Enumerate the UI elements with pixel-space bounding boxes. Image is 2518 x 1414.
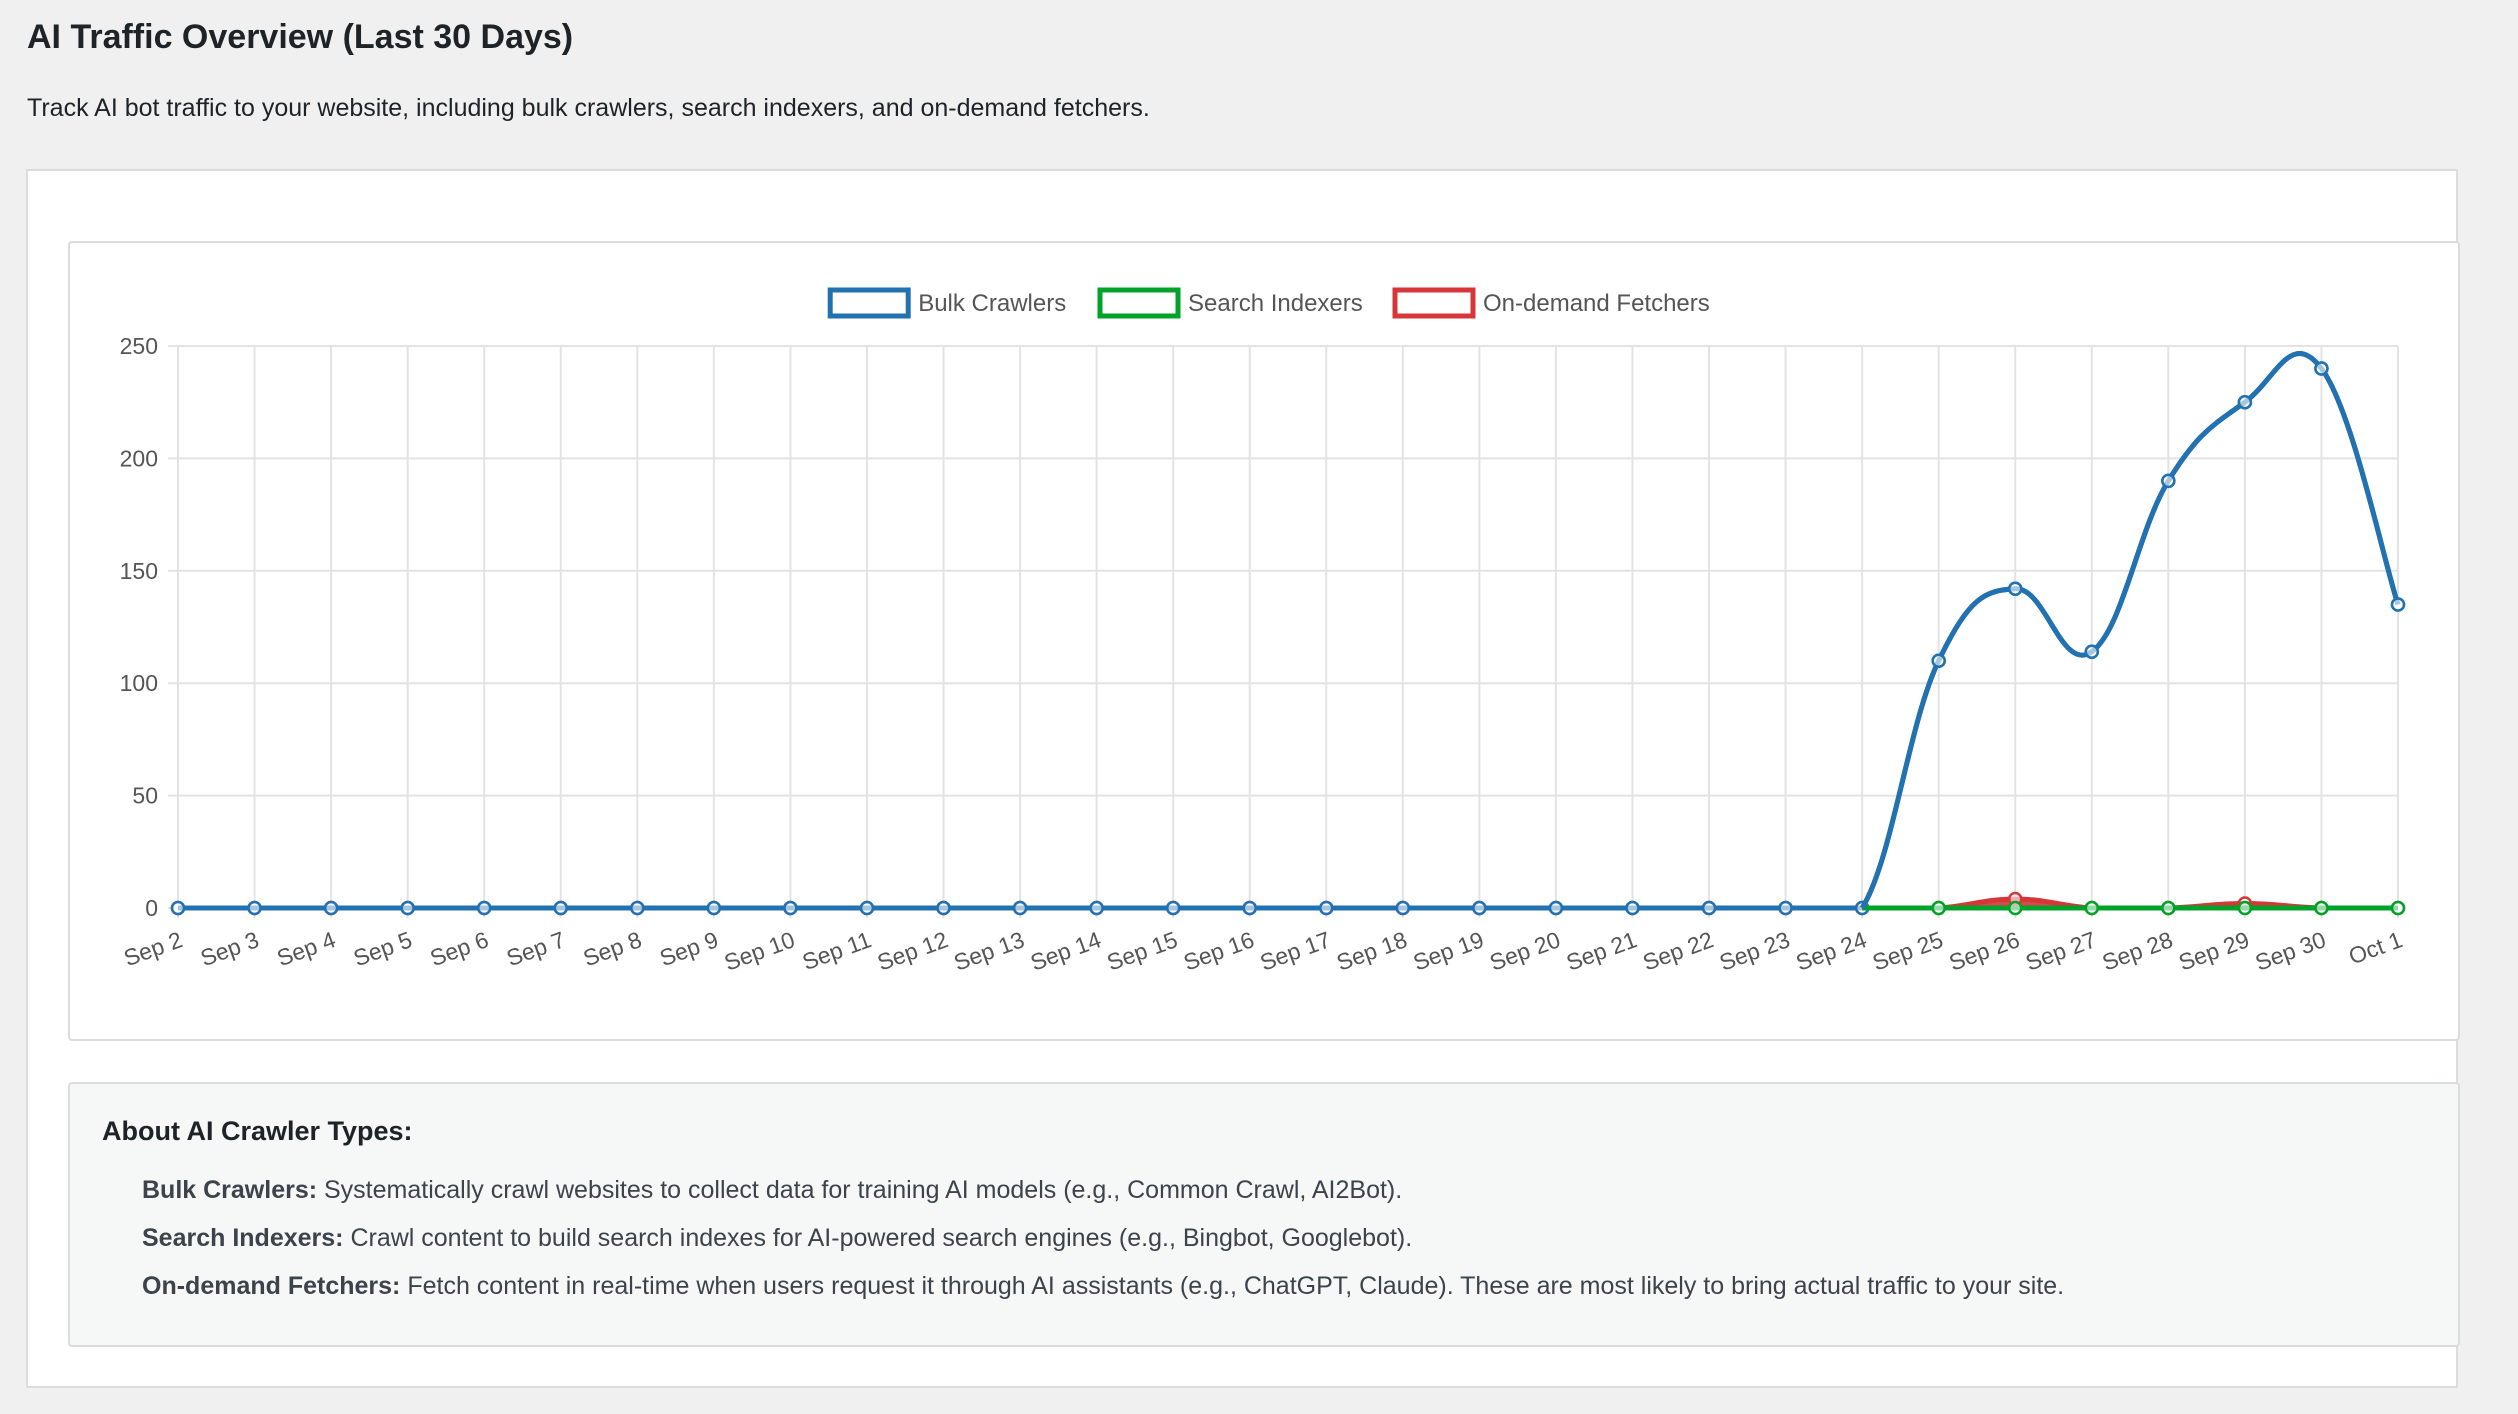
data-point bbox=[1319, 900, 1334, 916]
x-tick-label: Sep 28 bbox=[2099, 926, 2176, 975]
x-tick-label: Sep 10 bbox=[721, 926, 798, 975]
data-point bbox=[936, 900, 951, 916]
legend-swatch bbox=[1392, 287, 1476, 319]
y-tick-label: 150 bbox=[120, 558, 158, 584]
legend-swatch bbox=[1097, 287, 1181, 319]
page-title: AI Traffic Overview (Last 30 Days) bbox=[27, 18, 574, 56]
info-item-bulk-crawlers: Bulk Crawlers: Systematically crawl webs… bbox=[142, 1176, 1402, 1205]
x-tick-label: Sep 27 bbox=[2022, 926, 2099, 975]
series-line bbox=[178, 351, 2401, 911]
data-point bbox=[247, 900, 262, 916]
x-tick-label: Oct 1 bbox=[2345, 926, 2406, 969]
x-tick-label: Sep 23 bbox=[1716, 926, 1793, 975]
crawler-types-info: About AI Crawler Types: Bulk Crawlers: S… bbox=[68, 1082, 2460, 1347]
x-tick-label: Sep 11 bbox=[799, 926, 875, 975]
data-point bbox=[783, 900, 798, 916]
data-point bbox=[170, 900, 186, 916]
data-point bbox=[1395, 900, 1411, 916]
x-tick-label: Sep 20 bbox=[1486, 926, 1563, 975]
data-point bbox=[2161, 473, 2176, 489]
data-point bbox=[2007, 581, 2023, 597]
x-tick-label: Sep 16 bbox=[1180, 926, 1257, 975]
info-term: Bulk Crawlers: bbox=[142, 1176, 318, 1204]
x-tick-label: Sep 6 bbox=[427, 926, 492, 971]
data-point bbox=[2161, 900, 2176, 916]
info-text: Fetch content in real-time when users re… bbox=[400, 1272, 2065, 1300]
x-tick-label: Sep 12 bbox=[874, 926, 951, 975]
data-point bbox=[2084, 900, 2100, 916]
x-tick-label: Sep 18 bbox=[1333, 926, 1410, 975]
legend-label: Bulk Crawlers bbox=[918, 290, 1066, 317]
x-tick-label: Sep 17 bbox=[1257, 926, 1334, 975]
data-point bbox=[2084, 644, 2100, 659]
x-tick-label: Sep 29 bbox=[2175, 926, 2252, 975]
data-point bbox=[1548, 900, 1564, 916]
data-point bbox=[1931, 900, 1946, 916]
data-point bbox=[1089, 900, 1104, 916]
info-term: Search Indexers: bbox=[142, 1224, 344, 1252]
series-line bbox=[1860, 351, 2401, 910]
info-text: Crawl content to build search indexes fo… bbox=[343, 1224, 1413, 1252]
data-point bbox=[1778, 900, 1793, 916]
info-term: On-demand Fetchers: bbox=[142, 1272, 401, 1300]
info-item-search-indexers: Search Indexers: Crawl content to build … bbox=[142, 1224, 1412, 1253]
data-point bbox=[2314, 361, 2329, 376]
x-tick-label: Sep 9 bbox=[656, 926, 721, 971]
x-tick-label: Sep 21 bbox=[1563, 926, 1640, 975]
data-point bbox=[2390, 900, 2406, 916]
x-tick-label: Sep 26 bbox=[1946, 926, 2023, 975]
data-point bbox=[859, 900, 875, 916]
x-tick-label: Sep 25 bbox=[1869, 926, 1946, 975]
data-point bbox=[400, 900, 415, 916]
data-point bbox=[2390, 597, 2406, 612]
info-item-on-demand-fetchers: On-demand Fetchers: Fetch content in rea… bbox=[142, 1272, 2064, 1301]
data-point bbox=[553, 900, 569, 916]
info-text: Systematically crawl websites to collect… bbox=[317, 1176, 1403, 1204]
y-tick-label: 200 bbox=[120, 445, 158, 471]
data-point bbox=[1472, 900, 1487, 916]
x-tick-label: Sep 15 bbox=[1103, 926, 1180, 975]
x-tick-label: Sep 13 bbox=[950, 926, 1027, 975]
x-tick-label: Sep 22 bbox=[1639, 926, 1716, 975]
x-tick-label: Sep 8 bbox=[580, 926, 645, 971]
x-tick-label: Sep 3 bbox=[197, 926, 262, 971]
data-point bbox=[476, 900, 492, 916]
x-tick-label: Sep 4 bbox=[273, 926, 339, 971]
x-tick-label: Sep 19 bbox=[1410, 926, 1487, 975]
data-point bbox=[706, 900, 722, 916]
data-point bbox=[1701, 900, 1717, 916]
legend-swatch bbox=[827, 287, 911, 319]
page-description: Track AI bot traffic to your website, in… bbox=[27, 94, 1150, 122]
data-point bbox=[1931, 653, 1946, 668]
data-point bbox=[1625, 900, 1640, 916]
data-point bbox=[630, 900, 645, 916]
x-tick-label: Sep 5 bbox=[350, 926, 415, 971]
info-title: About AI Crawler Types: bbox=[102, 1116, 413, 1146]
y-tick-label: 250 bbox=[120, 333, 158, 359]
data-point bbox=[1165, 900, 1181, 916]
x-tick-label: Sep 24 bbox=[1792, 926, 1870, 975]
data-point bbox=[1242, 900, 1257, 916]
x-tick-label: Sep 2 bbox=[120, 926, 185, 971]
y-tick-label: 50 bbox=[132, 783, 158, 809]
data-point bbox=[2237, 394, 2253, 410]
y-tick-label: 0 bbox=[145, 895, 158, 921]
data-point bbox=[2007, 900, 2023, 916]
data-point bbox=[2314, 900, 2329, 916]
data-point bbox=[1012, 900, 1028, 916]
x-tick-label: Sep 30 bbox=[2252, 926, 2329, 975]
legend-label: On-demand Fetchers bbox=[1483, 290, 1710, 317]
y-tick-label: 100 bbox=[120, 670, 158, 696]
x-tick-label: Sep 14 bbox=[1027, 926, 1105, 975]
data-point bbox=[2237, 900, 2253, 916]
traffic-chart: 0 50 100 150 200 250 Sep 2 Sep 3 Sep 4 Sep 5 Sep 6… bbox=[120, 287, 2406, 976]
data-point bbox=[323, 900, 339, 916]
x-tick-label: Sep 7 bbox=[503, 926, 568, 971]
traffic-chart-container: 0 50 100 150 200 250 Sep 2 Sep 3 Sep 4 Sep 5 Sep 6… bbox=[68, 241, 2460, 1041]
legend-label: Search Indexers bbox=[1188, 290, 1363, 317]
